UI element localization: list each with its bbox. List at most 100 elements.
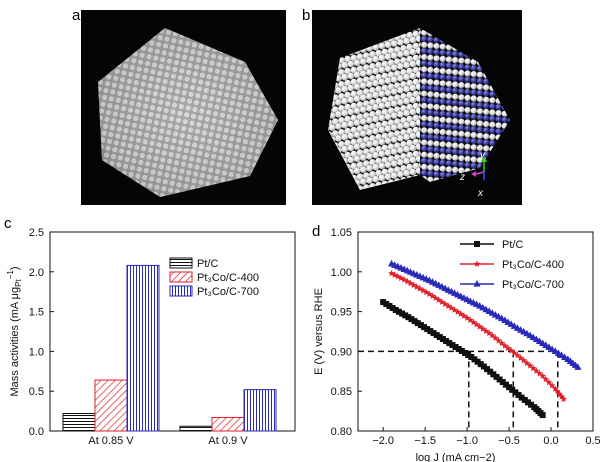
data-point xyxy=(455,346,462,353)
data-point xyxy=(496,376,503,383)
bar xyxy=(126,264,160,432)
data-point xyxy=(528,401,535,408)
data-point xyxy=(545,378,553,386)
series-line xyxy=(391,272,564,400)
data-point xyxy=(574,363,582,370)
plot-frame xyxy=(49,231,296,432)
y-tick-label: 2.5 xyxy=(29,227,44,239)
data-point xyxy=(392,307,399,314)
data-point xyxy=(560,395,568,403)
data-point xyxy=(462,349,469,356)
y-axis-label: Mass activities (mA μgPt−1) xyxy=(6,267,23,397)
data-point xyxy=(471,356,478,363)
y-tick-label: 0.0 xyxy=(29,426,44,438)
data-point xyxy=(414,320,421,327)
data-point xyxy=(424,326,431,333)
data-point xyxy=(410,281,418,289)
legend-label: Pt₃Co/C-700 xyxy=(502,279,564,291)
data-point xyxy=(548,382,556,389)
data-point xyxy=(446,340,453,347)
y-axis-label: E (V) versus RHE xyxy=(313,288,325,375)
data-point xyxy=(408,316,415,323)
data-point xyxy=(487,368,494,375)
x-tick-label: 0.0 xyxy=(543,435,558,447)
axis-x-label: x xyxy=(477,188,484,199)
data-point xyxy=(512,389,519,396)
data-point xyxy=(480,363,487,370)
legend-label: Pt/C xyxy=(197,258,218,270)
bar xyxy=(179,425,213,432)
y-tick-label: 1.5 xyxy=(29,307,44,319)
y-tick-label: 0.80 xyxy=(331,426,352,438)
x-tick-label: 0.5 xyxy=(585,435,600,447)
y-tick-label: 0.90 xyxy=(331,346,352,358)
data-point xyxy=(524,399,531,406)
legend-swatch xyxy=(169,257,193,269)
line-chart: 0.80 0.85 0.90 0.95 1.00 1.05 −2.0 −1.5 −1.0 −0.5… xyxy=(313,227,600,462)
data-point xyxy=(457,310,465,317)
x-axis-label: log J (mA cm−2) xyxy=(416,452,496,462)
plot-frame xyxy=(357,231,594,432)
legend-swatch xyxy=(169,271,193,283)
data-point xyxy=(539,412,546,419)
y-tick-label: 2.0 xyxy=(29,267,44,279)
y-tick-label: 1.0 xyxy=(29,346,44,358)
data-point xyxy=(444,302,452,309)
data-point xyxy=(427,328,434,335)
data-point xyxy=(405,314,412,321)
data-point xyxy=(443,338,450,345)
data-point xyxy=(452,344,459,351)
x-category-label: At 0.9 V xyxy=(208,435,248,447)
data-point xyxy=(495,337,502,344)
x-tick-label: −1.0 xyxy=(456,435,478,447)
data-point xyxy=(465,351,472,358)
data-point xyxy=(389,305,396,312)
bar xyxy=(243,389,277,432)
panel-b-model: y z x xyxy=(312,10,522,205)
data-point xyxy=(488,331,496,339)
data-point xyxy=(433,332,440,339)
data-point xyxy=(435,296,443,303)
data-point xyxy=(484,366,491,373)
legend-label: Pt₃Co/C-400 xyxy=(502,259,564,271)
data-point xyxy=(523,359,531,367)
data-point xyxy=(380,299,387,306)
data-point xyxy=(542,375,550,383)
data-point xyxy=(532,367,540,374)
data-point xyxy=(529,364,537,372)
legend-label: Pt/C xyxy=(502,239,523,251)
data-point xyxy=(388,269,395,277)
data-point xyxy=(430,330,437,337)
data-point xyxy=(493,373,500,380)
data-point xyxy=(502,381,509,388)
axis-z-label: z xyxy=(459,172,465,183)
data-point xyxy=(514,351,521,359)
data-point xyxy=(439,336,446,343)
data-point xyxy=(449,342,456,349)
axis-y-label: y xyxy=(479,150,486,161)
data-point xyxy=(518,394,525,401)
panel-letter-d: d xyxy=(312,223,320,240)
data-point xyxy=(421,324,428,331)
y-tick-label: 1.05 xyxy=(331,227,352,239)
data-point xyxy=(477,361,484,368)
data-point xyxy=(411,318,418,325)
x-tick-label: −0.5 xyxy=(498,435,520,447)
data-point xyxy=(473,280,481,287)
data-point xyxy=(536,369,543,377)
x-tick-label: −1.5 xyxy=(414,435,436,447)
data-point xyxy=(509,386,516,393)
bar xyxy=(94,379,128,432)
panel-letter-c: c xyxy=(4,215,12,232)
panel-a-image xyxy=(81,10,286,205)
data-point xyxy=(515,391,522,398)
data-point xyxy=(395,308,402,315)
data-point xyxy=(539,372,547,379)
data-point xyxy=(436,334,443,341)
data-point xyxy=(492,334,499,341)
axes-triad: y z x xyxy=(459,150,487,199)
y-tick-label: 1.00 xyxy=(331,267,352,279)
data-point xyxy=(417,322,424,329)
data-point xyxy=(468,353,475,360)
